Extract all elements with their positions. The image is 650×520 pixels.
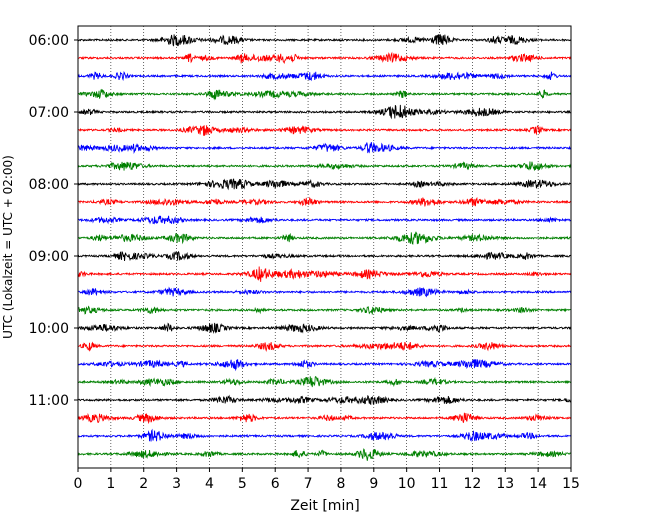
trace-0900 xyxy=(77,250,572,262)
trace-1000 xyxy=(77,322,572,334)
trace-0845 xyxy=(77,231,572,245)
plot-frame xyxy=(77,25,572,469)
seismic-traces xyxy=(77,33,572,461)
trace-0945 xyxy=(77,305,572,315)
trace-0730 xyxy=(77,141,572,155)
trace-0800 xyxy=(77,178,572,191)
x-tick-label: 10 xyxy=(398,476,416,492)
y-axis-title: UTC (Lokalzeit = UTC + 02:00) xyxy=(1,155,15,339)
x-tick-label: 11 xyxy=(431,476,449,492)
x-tick-label: 15 xyxy=(562,476,580,492)
y-tick-label: 09:00 xyxy=(29,249,69,265)
x-tick-label: 1 xyxy=(106,476,115,492)
trace-0630 xyxy=(77,70,572,82)
x-tick-label: 13 xyxy=(496,476,514,492)
vertical-grid-lines xyxy=(110,26,539,468)
trace-1130 xyxy=(77,428,572,443)
x-tick-label: 7 xyxy=(304,476,313,492)
trace-0830 xyxy=(77,215,572,225)
y-tick-label: 08:00 xyxy=(29,177,69,193)
trace-0645 xyxy=(77,88,572,101)
x-axis-title: Zeit [min] xyxy=(290,498,359,514)
x-tick-label: 2 xyxy=(139,476,148,492)
x-tick-label: 14 xyxy=(529,476,547,492)
trace-0930 xyxy=(77,286,572,298)
x-tick-label: 5 xyxy=(238,476,247,492)
trace-0745 xyxy=(77,161,572,171)
trace-1030 xyxy=(77,359,572,372)
x-axis-ticks: 0 1 2 3 4 5 6 7 8 9 10 11 12 13 14 15 xyxy=(74,468,580,492)
y-tick-label: 10:00 xyxy=(29,321,69,337)
trace-0915 xyxy=(77,266,572,282)
x-tick-label: 0 xyxy=(74,476,83,492)
y-tick-label: 07:00 xyxy=(29,105,69,121)
trace-0715 xyxy=(77,124,572,136)
x-tick-label: 12 xyxy=(463,476,481,492)
trace-1015 xyxy=(77,341,572,352)
trace-0600 xyxy=(77,33,572,47)
trace-1045 xyxy=(77,375,572,388)
trace-1100 xyxy=(77,394,572,406)
trace-1145 xyxy=(77,448,572,461)
x-tick-label: 3 xyxy=(172,476,181,492)
y-tick-label: 06:00 xyxy=(29,33,69,49)
y-axis-ticks: 06:00 07:00 08:00 09:00 10:00 11:00 xyxy=(29,33,78,409)
x-tick-label: 8 xyxy=(336,476,345,492)
trace-0615 xyxy=(77,51,572,64)
y-tick-label: 11:00 xyxy=(29,393,69,409)
trace-0815 xyxy=(77,196,572,207)
x-tick-label: 9 xyxy=(369,476,378,492)
x-tick-label: 4 xyxy=(205,476,214,492)
x-tick-label: 6 xyxy=(271,476,280,492)
trace-0700 xyxy=(77,104,572,120)
trace-1115 xyxy=(77,412,572,425)
